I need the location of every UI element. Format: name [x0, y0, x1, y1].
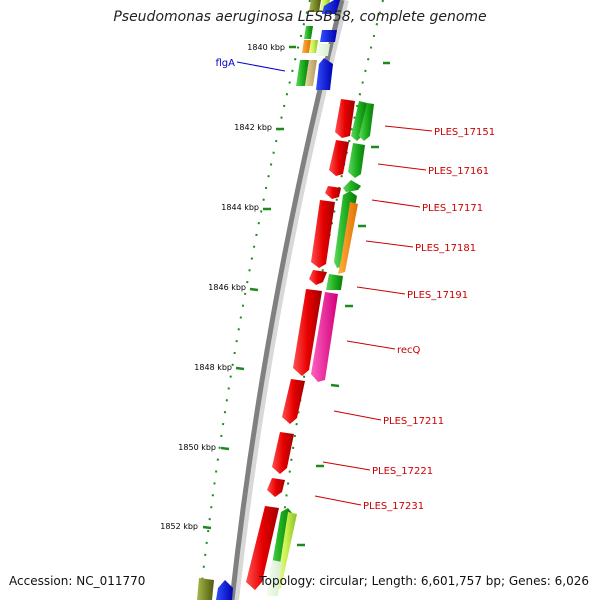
gene-label: PLES_17211 [383, 416, 444, 427]
leader-line [371, 199, 421, 208]
gene-feature [326, 274, 343, 290]
gene-feature [338, 202, 358, 274]
gene-feature [325, 186, 341, 199]
gene-feature [302, 40, 311, 53]
gene-feature [335, 99, 355, 138]
gene-feature [304, 26, 313, 39]
tick-label: 1842 kbp [234, 123, 272, 132]
gene-label: PLES_17221 [372, 466, 433, 477]
leader-line [322, 461, 371, 471]
tick-mark [249, 287, 259, 292]
gene-feature [329, 140, 349, 176]
tick-mark [202, 525, 212, 530]
gene-feature [309, 40, 318, 53]
leader-line [333, 410, 382, 421]
gene-feature [305, 60, 317, 86]
leader-line [384, 125, 433, 132]
gene-label-recq: recQ [397, 345, 421, 356]
guide-tracks [199, 0, 384, 600]
gene-features [197, 0, 374, 600]
tick-label: 1850 kbp [178, 443, 216, 452]
gene-feature [359, 103, 374, 141]
gene-feature [311, 292, 338, 382]
gene-feature [282, 379, 305, 424]
tick-marks [202, 45, 390, 547]
gene-feature [197, 578, 214, 600]
gene-label: PLES_17231 [363, 501, 424, 512]
gene-feature [267, 478, 285, 497]
outer-dotted-track [199, 0, 311, 600]
gene-label-flga: flgA [216, 58, 236, 69]
gene-feature [351, 101, 367, 141]
gene-label: PLES_17161 [428, 166, 489, 177]
gene-label: PLES_17171 [422, 203, 483, 214]
topology-text: Topology: circular; Length: 6,601,757 bp… [259, 574, 589, 588]
tick-labels: 1840 kbp 1842 kbp 1844 kbp 1846 kbp 1848… [160, 43, 285, 531]
gene-feature [322, 0, 340, 14]
gene-feature [276, 512, 297, 590]
gene-feature [309, 0, 321, 12]
gene-feature [316, 44, 330, 56]
gene-feature [309, 270, 327, 285]
tick-label: 1846 kbp [208, 283, 246, 292]
leader-line [314, 495, 362, 506]
leader-line [377, 163, 427, 171]
leader-line [365, 240, 414, 248]
gene-feature [311, 200, 335, 268]
leader-lines [236, 61, 433, 506]
gene-label: PLES_17191 [407, 290, 468, 301]
gene-feature [316, 58, 333, 90]
tick-label: 1844 kbp [221, 203, 259, 212]
gene-feature [320, 30, 337, 42]
tick-mark [235, 366, 245, 371]
gene-feature [266, 560, 282, 596]
gene-feature [246, 506, 279, 590]
leader-line [346, 340, 396, 350]
tick-label: 1848 kbp [194, 363, 232, 372]
gene-feature [348, 143, 365, 178]
tick-mark [220, 446, 230, 451]
gene-feature [272, 432, 294, 474]
gene-feature [343, 180, 361, 192]
leader-line [236, 61, 286, 72]
leader-line [356, 286, 406, 295]
gene-label: PLES_17181 [415, 243, 476, 254]
gene-label: PLES_17151 [434, 127, 495, 138]
tick-label: 1840 kbp [247, 43, 285, 52]
gene-feature [216, 580, 233, 600]
gene-feature [296, 60, 309, 86]
map-title: Pseudomonas aeruginosa LESB58, complete … [113, 9, 487, 25]
accession-text: Accession: NC_011770 [9, 574, 146, 588]
tick-label: 1852 kbp [160, 522, 198, 531]
gene-feature [293, 289, 322, 376]
tick-mark-inner [330, 383, 340, 388]
gene-labels: flgA PLES_17151 PLES_17161 PLES_17171 PL… [216, 58, 496, 512]
